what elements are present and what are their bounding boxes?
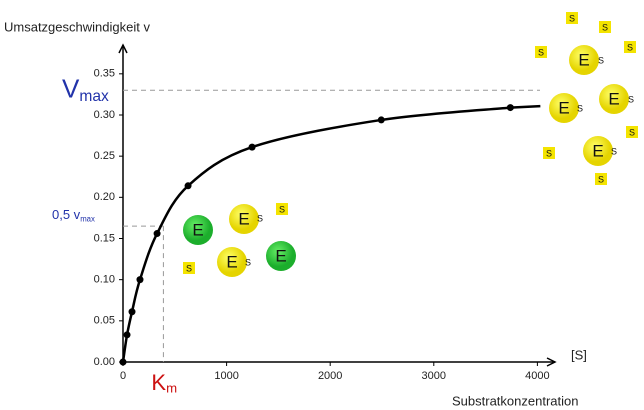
enzyme-label: E [275, 246, 286, 265]
point [129, 308, 136, 315]
substrate-label: S [186, 263, 192, 273]
substrate-label: S [279, 204, 285, 214]
enzyme-label: E [592, 141, 603, 160]
y-axis-label: Umsatzgeschwindigkeit v [4, 19, 150, 34]
point [185, 182, 192, 189]
point [154, 230, 161, 237]
point [507, 104, 514, 111]
y-tick-label: 0.00 [94, 356, 115, 368]
enzyme-label: E [578, 50, 589, 69]
substrate-label: S [245, 257, 251, 267]
substrate-label: S [628, 94, 634, 104]
point [136, 276, 143, 283]
enzyme-label: E [192, 220, 203, 239]
x-tick-label: 3000 [422, 370, 446, 382]
substrate-label: S [569, 13, 575, 23]
km-label-sub: m [166, 381, 177, 396]
point [120, 359, 127, 366]
enzyme-label: E [226, 252, 237, 271]
vmax-label-main: V [62, 73, 80, 103]
substrate-label: S [627, 42, 633, 52]
x-axis-label: Substratkonzentration [452, 393, 578, 408]
km-label-main: K [151, 370, 166, 395]
x-tick-label: 0 [120, 370, 126, 382]
vmax-label-sub: max [79, 88, 109, 105]
substrate-label: S [602, 22, 608, 32]
y-tick-label: 0.30 [94, 109, 115, 121]
enzyme-label: E [558, 98, 569, 117]
substrate-label: S [629, 127, 635, 137]
substrate-label: S [538, 47, 544, 57]
y-tick-label: 0.25 [94, 150, 115, 162]
half-vmax-label-main: 0,5 v [52, 208, 81, 223]
substrate-label: S [577, 103, 583, 113]
y-tick-label: 0.15 [94, 232, 115, 244]
x-tick-label: 2000 [318, 370, 342, 382]
substrate-label: S [546, 148, 552, 158]
point [249, 144, 256, 151]
x-tick-label: 1000 [214, 370, 238, 382]
y-tick-label: 0.20 [94, 191, 115, 203]
chart: Umsatzgeschwindigkeit v [S] Substratkonz… [0, 0, 644, 410]
y-tick-label: 0.05 [94, 315, 115, 327]
x-tick-label: 4000 [525, 370, 549, 382]
km-label: Km [151, 370, 177, 396]
enzyme-label: E [608, 89, 619, 108]
substrate-label: S [598, 174, 604, 184]
substrate-label: S [611, 146, 617, 156]
x-unit-label: [S] [571, 347, 587, 362]
half-vmax-label-sub: max [80, 214, 95, 223]
y-tick-label: 0.35 [94, 68, 115, 80]
point [124, 331, 131, 338]
y-tick-label: 0.10 [94, 274, 115, 286]
half-vmax-label: 0,5 vmax [52, 208, 95, 224]
enzyme-label: E [238, 209, 249, 228]
substrate-label: S [257, 213, 263, 223]
point [378, 116, 385, 123]
substrate-label: S [598, 55, 604, 65]
